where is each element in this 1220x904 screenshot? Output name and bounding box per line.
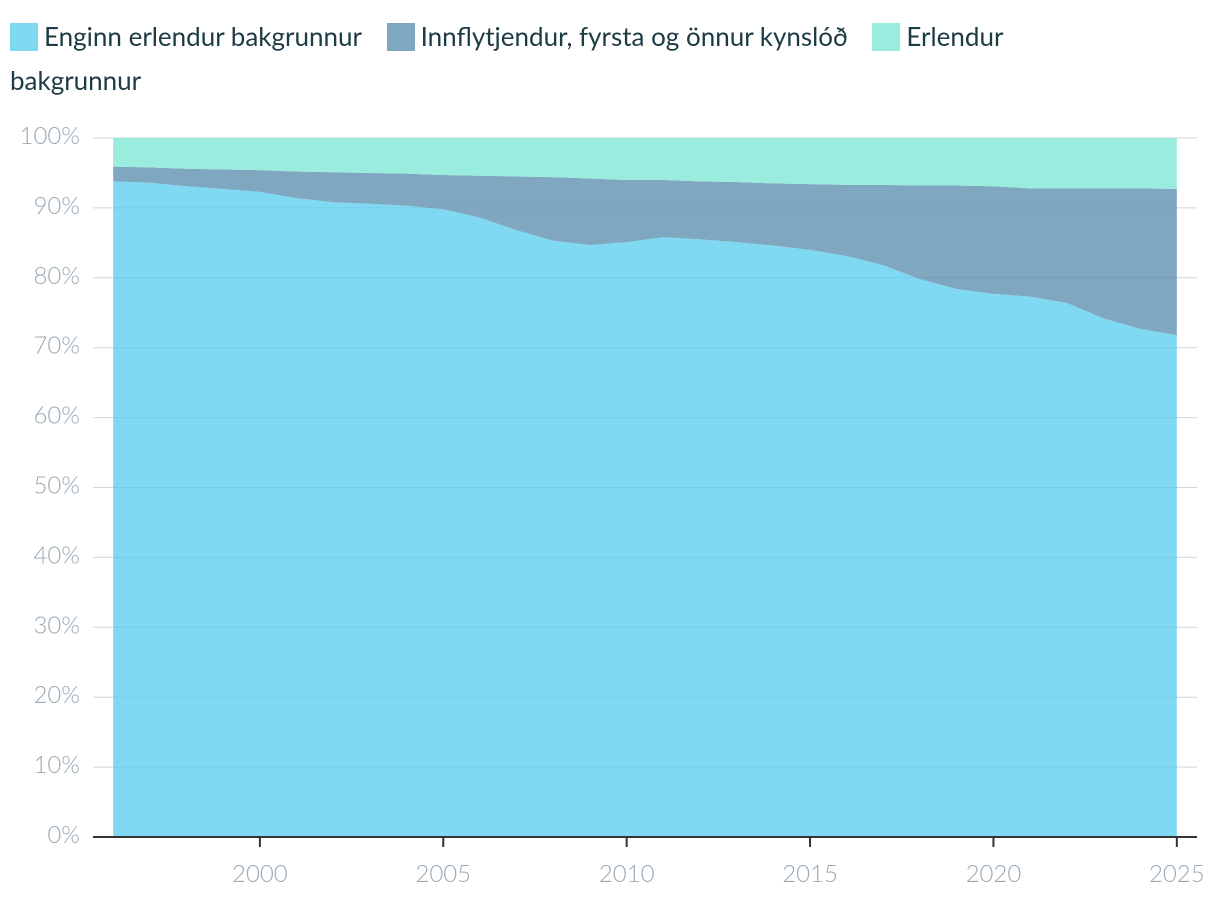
y-tick-label: 40% <box>33 540 80 569</box>
x-tick-label: 2000 <box>232 859 288 888</box>
legend-swatch <box>872 23 901 51</box>
y-tick-label: 50% <box>33 470 80 499</box>
x-tick-label: 2015 <box>782 859 838 888</box>
area <box>113 166 1177 336</box>
y-tick-label: 70% <box>33 331 80 360</box>
legend-item: Erlendur bakgrunnur <box>10 20 1003 96</box>
legend-label: Erlendur bakgrunnur <box>10 20 1003 96</box>
x-tick-label: 2005 <box>415 859 471 888</box>
x-tick-label: 2025 <box>1149 859 1205 888</box>
y-tick-label: 90% <box>33 191 80 220</box>
y-tick-label: 10% <box>33 750 80 779</box>
legend-label: Enginn erlendur bakgrunnur <box>44 20 362 52</box>
y-tick-label: 20% <box>33 680 80 709</box>
y-tick-label: 30% <box>33 610 80 639</box>
legend-item: Enginn erlendur bakgrunnur <box>10 20 362 52</box>
y-tick-label: 80% <box>33 261 80 290</box>
legend-swatch <box>10 23 38 51</box>
x-tick-label: 2020 <box>966 859 1022 888</box>
area <box>113 181 1177 837</box>
y-tick-label: 100% <box>20 121 80 150</box>
y-tick-label: 60% <box>33 401 80 430</box>
x-tick-label: 2010 <box>599 859 655 888</box>
legend: Enginn erlendur bakgrunnur Innflytjendur… <box>10 14 1090 102</box>
legend-label: Innflytjendur, fyrsta og önnur kynslóð <box>420 20 848 52</box>
legend-item: Innflytjendur, fyrsta og önnur kynslóð <box>386 20 848 52</box>
legend-swatch <box>386 23 415 51</box>
area <box>113 138 1177 190</box>
y-tick-label: 0% <box>47 820 80 849</box>
